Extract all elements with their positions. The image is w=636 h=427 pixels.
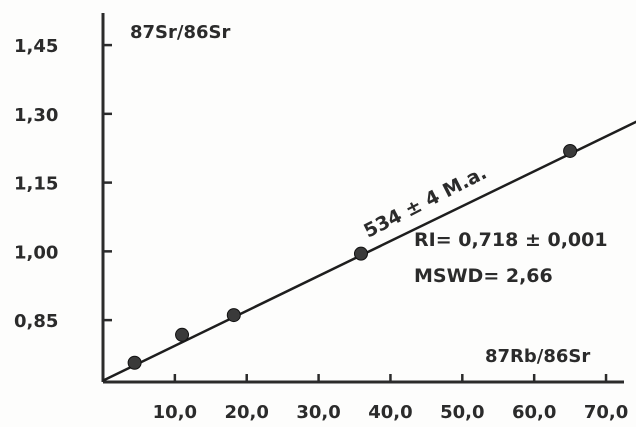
x-axis-title: 87Rb/86Sr — [485, 346, 590, 367]
data-points — [127, 143, 578, 370]
data-point — [127, 355, 142, 370]
x-tick-label: 50,0 — [440, 402, 484, 423]
isochron-line — [102, 120, 636, 382]
mswd-annotation: MSWD= 2,66 — [414, 265, 553, 287]
x-tick-label: 60,0 — [512, 402, 556, 423]
x-axis-ticks: 10,0 20,0 30,0 40,0 50,0 60,0 70,0 — [153, 374, 628, 423]
data-point — [353, 246, 368, 261]
initial-ratio-annotation: RI= 0,718 ± 0,001 — [414, 229, 608, 251]
x-tick-label: 40,0 — [368, 402, 412, 423]
y-tick-label: 1,45 — [14, 36, 58, 57]
y-axis-title: 87Sr/86Sr — [130, 22, 230, 43]
y-tick-label: 0,85 — [14, 311, 58, 332]
data-point — [226, 308, 241, 323]
x-tick-label: 20,0 — [225, 402, 269, 423]
x-tick-label: 70,0 — [584, 402, 628, 423]
y-tick-label: 1,30 — [14, 105, 58, 126]
data-point — [563, 143, 578, 158]
x-tick-label: 30,0 — [296, 402, 340, 423]
y-tick-label: 1,00 — [14, 242, 58, 263]
data-point — [175, 327, 190, 342]
y-tick-label: 1,15 — [14, 174, 58, 195]
x-tick-label: 10,0 — [153, 402, 197, 423]
y-axis-ticks: 0,85 1,00 1,15 1,30 1,45 — [14, 36, 112, 332]
